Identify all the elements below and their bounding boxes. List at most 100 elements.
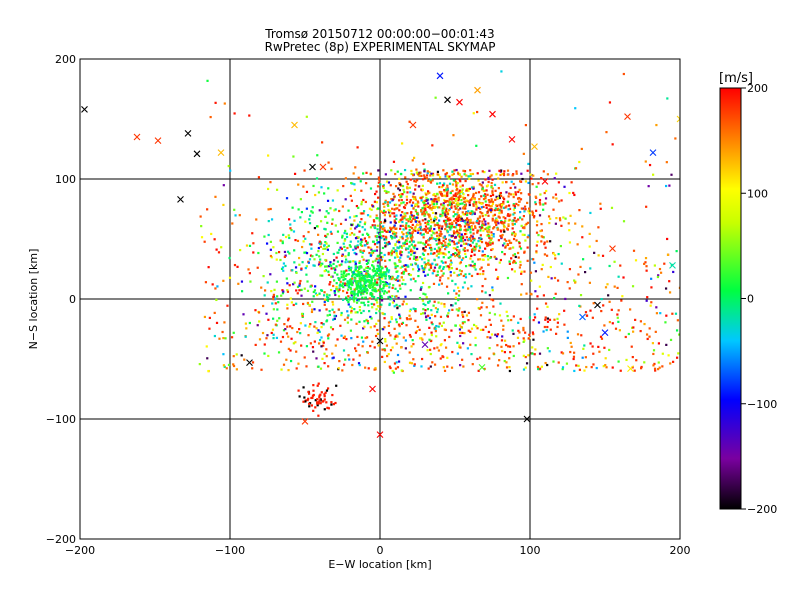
data-point	[510, 180, 513, 183]
data-point	[487, 258, 490, 261]
data-point	[501, 233, 504, 237]
data-point	[517, 256, 520, 259]
data-point	[286, 319, 290, 322]
data-point	[446, 188, 449, 191]
data-point	[312, 389, 315, 392]
data-point	[335, 256, 338, 259]
data-point	[460, 244, 463, 247]
data-point	[464, 255, 468, 258]
data-point	[496, 227, 500, 230]
data-point	[430, 198, 433, 201]
data-point	[321, 274, 324, 277]
data-point	[420, 337, 423, 340]
data-point	[411, 236, 414, 239]
data-point	[380, 299, 384, 302]
data-point	[364, 336, 367, 340]
data-point	[440, 269, 443, 272]
data-point	[388, 211, 391, 214]
data-point	[379, 305, 382, 308]
data-point	[454, 226, 457, 229]
data-point	[566, 281, 569, 284]
data-point	[354, 297, 358, 300]
data-point	[326, 199, 330, 202]
data-point	[482, 328, 485, 331]
data-point	[599, 202, 602, 205]
data-point	[376, 283, 379, 287]
data-point	[316, 294, 319, 297]
data-point	[251, 361, 255, 364]
data-point	[469, 264, 472, 267]
data-point	[393, 256, 397, 259]
data-point	[379, 183, 382, 186]
data-point	[352, 296, 356, 299]
data-point	[317, 263, 321, 266]
data-point	[457, 208, 460, 211]
data-point	[405, 202, 409, 205]
data-point	[340, 311, 343, 315]
data-point	[432, 203, 436, 206]
data-point	[343, 239, 346, 242]
data-point	[315, 177, 319, 180]
data-point	[424, 218, 427, 221]
data-point	[424, 221, 427, 225]
data-point	[302, 185, 305, 188]
data-point	[527, 162, 530, 166]
data-point	[305, 345, 309, 348]
data-point	[286, 303, 289, 306]
data-point	[356, 298, 359, 302]
data-point	[411, 268, 415, 271]
data-point	[391, 369, 394, 373]
data-point	[491, 286, 494, 289]
data-point	[384, 173, 387, 176]
data-point	[360, 276, 363, 279]
data-point	[436, 310, 439, 314]
data-point	[578, 368, 581, 371]
data-point	[524, 366, 527, 369]
data-point	[395, 251, 398, 254]
data-point	[355, 253, 358, 256]
data-point	[214, 101, 217, 104]
data-point	[435, 192, 439, 195]
data-point	[536, 365, 540, 369]
data-point	[430, 331, 433, 334]
data-point	[323, 298, 327, 301]
data-point	[393, 337, 396, 341]
data-point	[458, 189, 461, 192]
data-point	[366, 351, 369, 354]
data-point	[373, 278, 377, 282]
data-point	[489, 209, 493, 212]
data-point	[388, 302, 391, 305]
data-point	[647, 185, 650, 188]
data-point	[369, 326, 372, 329]
data-point	[454, 207, 457, 210]
data-point	[368, 284, 372, 287]
data-point	[247, 268, 250, 271]
data-point	[486, 255, 490, 258]
data-points	[81, 70, 680, 438]
data-point	[631, 285, 635, 288]
data-point	[525, 292, 528, 295]
data-point	[462, 242, 466, 245]
data-point	[396, 279, 399, 282]
data-point	[589, 267, 592, 270]
data-point	[374, 366, 377, 370]
data-point	[515, 239, 518, 242]
data-point	[495, 268, 498, 271]
data-point	[481, 290, 484, 293]
data-point	[348, 269, 351, 272]
data-point	[409, 226, 412, 229]
data-point	[336, 260, 340, 263]
data-point	[477, 369, 480, 372]
data-point-cross	[376, 337, 384, 345]
data-point	[533, 353, 536, 356]
data-point	[471, 197, 474, 200]
data-point	[519, 317, 522, 321]
data-point	[312, 290, 315, 294]
data-point	[488, 347, 491, 350]
colorbar-tick-label: 100	[747, 187, 768, 200]
data-point	[417, 205, 420, 208]
data-point	[233, 208, 236, 211]
data-point	[350, 223, 353, 227]
data-point	[372, 276, 375, 279]
